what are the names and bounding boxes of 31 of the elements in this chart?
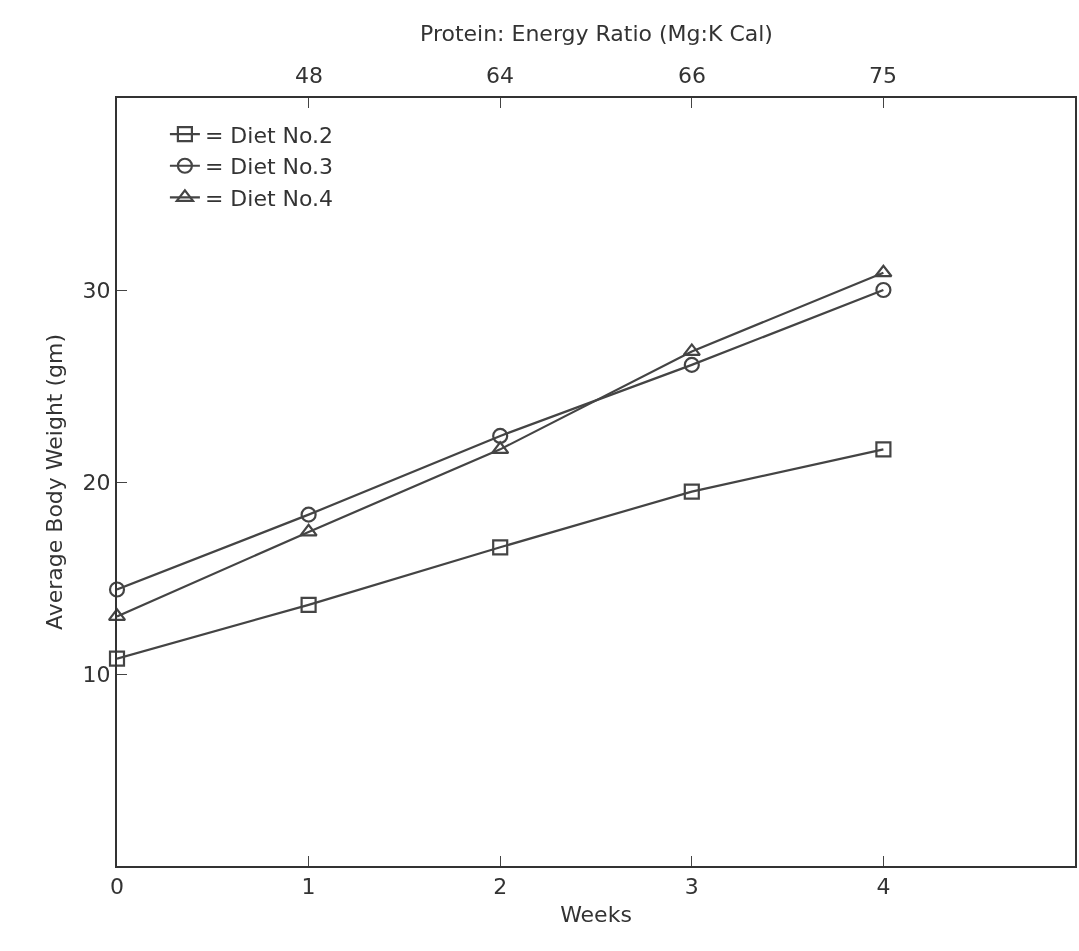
point <box>108 581 126 598</box>
point <box>682 343 701 357</box>
y-tick-label: 30 <box>82 277 111 303</box>
text: 64 <box>486 63 514 88</box>
point <box>300 506 317 523</box>
text: 66 <box>678 63 706 88</box>
x-tick-label: 1 <box>301 874 316 900</box>
point <box>492 427 509 445</box>
point <box>875 441 892 458</box>
point <box>300 596 317 613</box>
x-tick-label: 3 <box>684 874 699 900</box>
y-axis-title: Average Body Weight (gm) <box>41 333 67 631</box>
point <box>108 650 126 667</box>
x-tick-label: 0 <box>110 874 124 900</box>
text: 48 <box>295 63 323 88</box>
y-tick-label: 10 <box>82 661 111 687</box>
text: 75 <box>869 63 897 88</box>
point <box>683 356 700 373</box>
y-tick-label: 20 <box>82 469 111 495</box>
x-tick-label: 4 <box>876 874 891 900</box>
legend-label: = Diet No.4 <box>204 185 334 211</box>
point <box>874 264 893 278</box>
legend-label: = Diet No.3 <box>204 154 334 180</box>
point <box>492 539 509 556</box>
x-tick-label: 2 <box>493 874 508 900</box>
point <box>683 483 700 500</box>
legend-label: = Diet No.2 <box>204 122 334 148</box>
x2-axis-title: Protein: Energy Ratio (Mg:K Cal) <box>420 21 773 46</box>
point <box>875 281 892 299</box>
point <box>299 523 318 537</box>
x-axis-title: Weeks <box>560 901 632 927</box>
